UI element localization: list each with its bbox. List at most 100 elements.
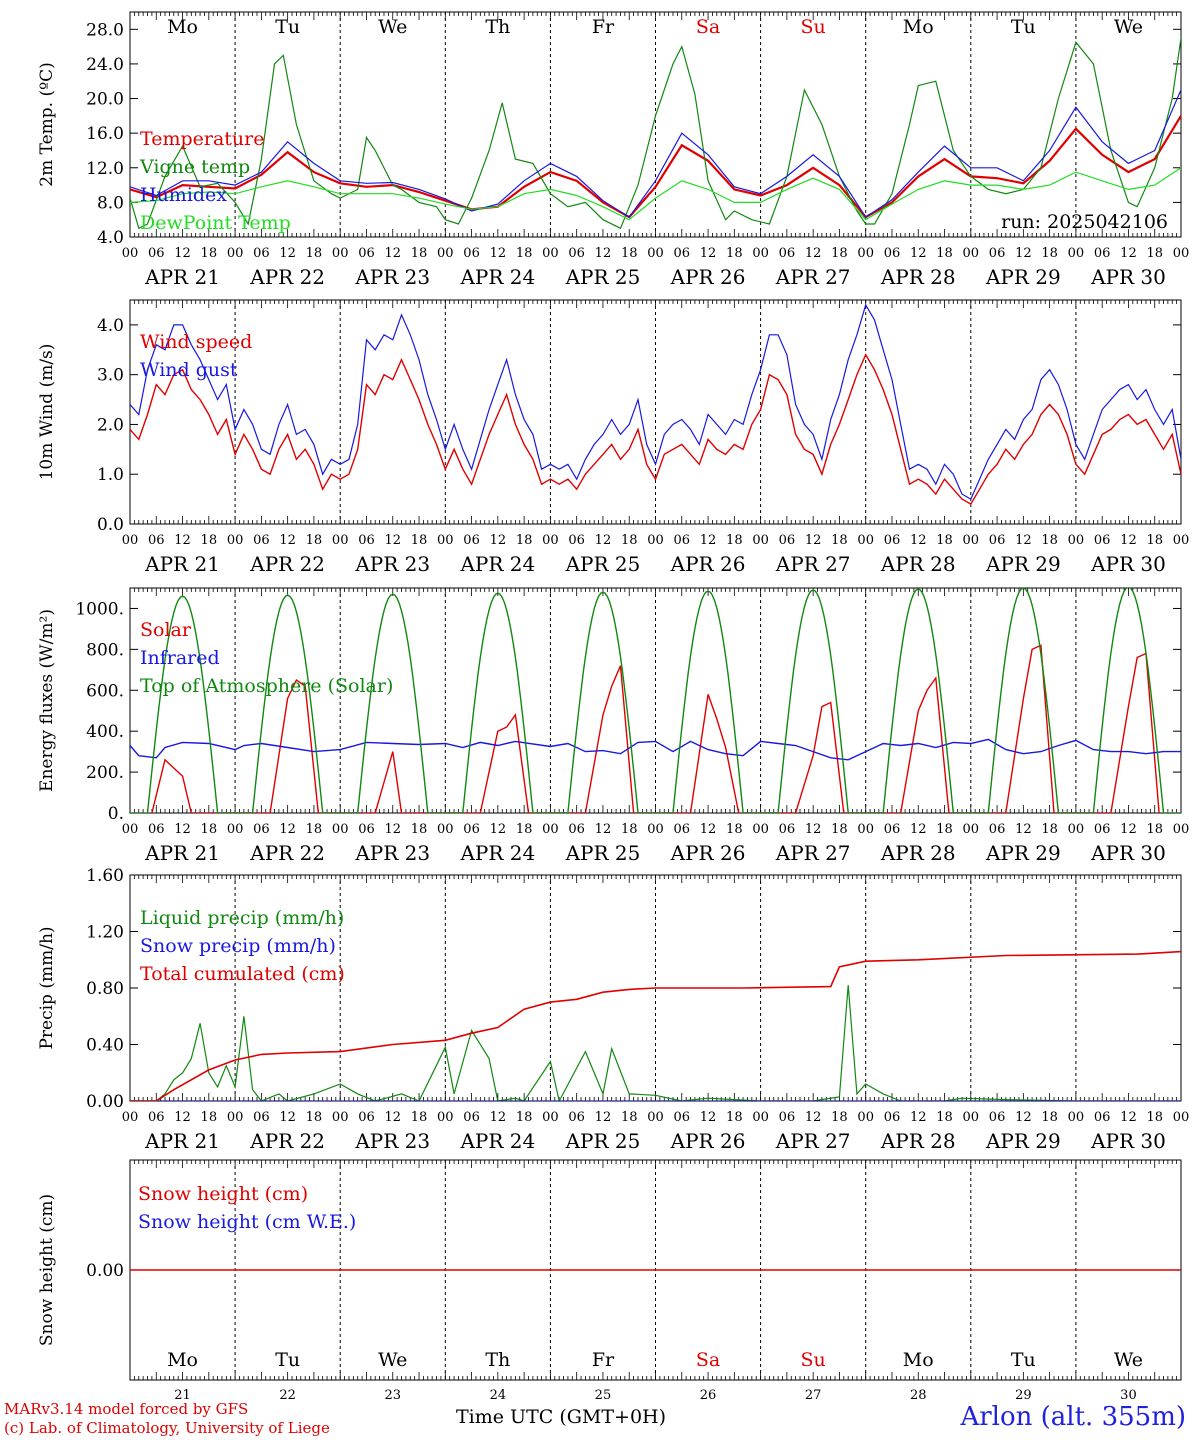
hour-tick-label: 18	[831, 246, 848, 261]
hour-tick-label: 06	[463, 822, 480, 837]
hour-tick-label: 00	[1068, 246, 1085, 261]
weekday-label: We	[378, 16, 407, 38]
legend-entry: Temperature	[140, 128, 264, 150]
date-label: APR 26	[670, 841, 746, 865]
date-label: APR 27	[775, 265, 851, 289]
hour-tick-label: 06	[253, 822, 270, 837]
legend-entry: Top of Atmosphere (Solar)	[140, 675, 393, 697]
day-number-label: 26	[700, 1388, 717, 1403]
hour-tick-label: 00	[752, 1110, 769, 1125]
hour-tick-label: 00	[437, 246, 454, 261]
weekday-label: Tu	[1011, 16, 1036, 38]
day-number-label: 21	[174, 1388, 191, 1403]
hour-tick-label: 18	[726, 246, 743, 261]
hour-tick-label: 00	[647, 822, 664, 837]
hour-tick-label: 18	[831, 1110, 848, 1125]
day-number-label: 27	[805, 1388, 822, 1403]
y-tick-label: 20.0	[86, 90, 124, 110]
hour-tick-label: 12	[595, 1110, 612, 1125]
hour-tick-label: 18	[1146, 1110, 1163, 1125]
hour-tick-label: 00	[857, 822, 874, 837]
y-tick-label: 0.80	[86, 979, 124, 999]
hour-tick-label: 18	[516, 246, 533, 261]
y-tick-label: 8.0	[97, 193, 124, 213]
hour-tick-label: 18	[1041, 1110, 1058, 1125]
hour-tick-label: 00	[752, 533, 769, 548]
hour-tick-label: 12	[384, 822, 401, 837]
date-label: APR 26	[670, 1129, 746, 1153]
hour-tick-label: 12	[700, 1110, 717, 1125]
y-axis-label: 2m Temp. (ºC)	[37, 62, 57, 187]
date-label: APR 24	[459, 841, 535, 865]
hour-tick-label: 06	[358, 533, 375, 548]
hour-tick-label: 00	[857, 533, 874, 548]
hour-tick-label: 00	[647, 533, 664, 548]
run-label: run: 2025042106	[1001, 211, 1168, 233]
hour-tick-label: 18	[201, 822, 218, 837]
model-credit: MARv3.14 model forced by GFS	[4, 1400, 249, 1418]
hour-tick-label: 18	[831, 822, 848, 837]
hour-tick-label: 12	[279, 1110, 296, 1125]
hour-tick-label: 00	[1173, 1110, 1190, 1125]
hour-tick-label: 12	[279, 246, 296, 261]
weekday-label: Mo	[167, 16, 198, 38]
series-group	[130, 950, 1181, 1101]
series-line-total-cumulated-cm-	[130, 950, 1181, 1101]
date-label: APR 29	[985, 265, 1061, 289]
hour-tick-label: 06	[148, 533, 165, 548]
hour-tick-label: 06	[148, 246, 165, 261]
hour-tick-label: 12	[1015, 822, 1032, 837]
hour-tick-label: 18	[936, 822, 953, 837]
legend-entry: Snow precip (mm/h)	[140, 935, 336, 957]
weekday-label-bottom: We	[378, 1349, 407, 1371]
hour-tick-label: 00	[752, 822, 769, 837]
hour-tick-label: 00	[227, 822, 244, 837]
series-line-wind-speed	[130, 353, 1181, 506]
hour-tick-label: 06	[463, 246, 480, 261]
hour-tick-label: 12	[595, 533, 612, 548]
hour-tick-label: 00	[227, 246, 244, 261]
hour-tick-label: 18	[201, 246, 218, 261]
date-label: APR 24	[459, 1129, 535, 1153]
plot-frame	[129, 11, 1182, 238]
hour-tick-label: 12	[384, 246, 401, 261]
hour-tick-label: 06	[884, 1110, 901, 1125]
date-label: APR 29	[985, 552, 1061, 576]
hour-tick-label: 18	[621, 533, 638, 548]
hour-tick-label: 06	[148, 1110, 165, 1125]
date-label: APR 27	[775, 552, 851, 576]
y-tick-label: 1000.	[75, 599, 124, 619]
weekday-label: Tu	[275, 16, 300, 38]
hour-tick-label: 12	[805, 246, 822, 261]
y-tick-label: 16.0	[86, 124, 124, 144]
hour-tick-label: 06	[989, 822, 1006, 837]
panel-1: 4.0 8.0 12.0 16.0 20.0 24.0 28.0 2m Temp. (ºC) T…	[37, 11, 1190, 289]
hour-tick-label: 06	[884, 533, 901, 548]
day-number-label: 22	[279, 1388, 296, 1403]
weekday-label: Sa	[696, 16, 720, 38]
hour-tick-label: 00	[122, 246, 139, 261]
day-number-label: 28	[910, 1388, 927, 1403]
hour-tick-label: 00	[647, 1110, 664, 1125]
hour-tick-label: 06	[1094, 822, 1111, 837]
y-tick-label: 4.0	[97, 316, 124, 336]
hour-tick-label: 00	[752, 246, 769, 261]
hour-tick-label: 12	[490, 1110, 507, 1125]
hour-tick-label: 00	[1173, 246, 1190, 261]
hour-tick-label: 18	[411, 533, 428, 548]
hour-tick-label: 06	[253, 1110, 270, 1125]
date-label: APR 27	[775, 1129, 851, 1153]
legend-entry: Wind gust	[140, 359, 238, 381]
weekday-label-bottom: Mo	[903, 1349, 934, 1371]
hour-tick-label: 00	[227, 1110, 244, 1125]
y-tick-label: 12.0	[86, 159, 124, 179]
date-label: APR 26	[670, 265, 746, 289]
hour-tick-label: 00	[647, 246, 664, 261]
series-line-dewpoint-temp	[130, 167, 1181, 221]
weekday-label-bottom: Fr	[592, 1349, 615, 1371]
y-tick-label: 3.0	[97, 366, 124, 386]
series-line-vigne-temp	[130, 35, 1181, 230]
y-tick-label: 0.	[108, 804, 124, 824]
y-tick-label: 1.0	[97, 465, 124, 485]
hour-tick-label: 06	[358, 1110, 375, 1125]
